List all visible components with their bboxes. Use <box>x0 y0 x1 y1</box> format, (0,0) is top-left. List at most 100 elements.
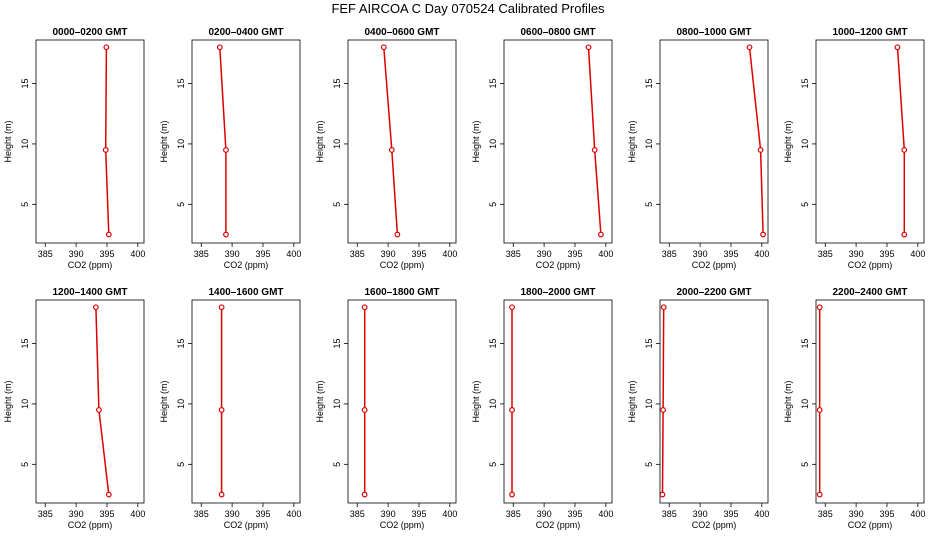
x-tick-label: 400 <box>286 249 301 259</box>
chart-panel: 1200–1400 GMT 385 390 395 400 5 10 15 CO2 (ppm) H… <box>3 287 145 530</box>
profile-point <box>591 147 598 153</box>
y-tick-label: 15 <box>488 338 498 348</box>
y-tick-label: 10 <box>332 399 342 409</box>
x-tick-label: 390 <box>849 249 864 259</box>
x-tick-label: 390 <box>381 509 396 519</box>
panel-title: 0000–0200 GMT <box>52 27 127 38</box>
x-axis-label: CO2 (ppm) <box>692 260 737 270</box>
y-tick-label: 5 <box>800 462 810 467</box>
y-tick-label: 15 <box>800 338 810 348</box>
panel-title: 1800–2000 GMT <box>520 287 595 298</box>
panel-title: 0600–0800 GMT <box>520 27 595 38</box>
plot-frame <box>815 299 925 504</box>
x-tick-label: 390 <box>849 509 864 519</box>
x-tick-label: 390 <box>69 249 84 259</box>
y-tick-label: 5 <box>20 462 30 467</box>
x-tick-label: 390 <box>693 509 708 519</box>
profile-point <box>816 304 823 311</box>
plot-frame <box>815 39 925 244</box>
x-tick-label: 395 <box>255 509 270 519</box>
profile-point <box>361 304 368 311</box>
y-tick-label: 15 <box>800 78 810 88</box>
profile-point <box>659 491 666 498</box>
plot-frame <box>659 299 769 504</box>
x-tick-label: 400 <box>754 509 769 519</box>
chart-panel: 2200–2400 GMT 385 390 395 400 5 10 15 CO2 (ppm) H… <box>783 287 925 530</box>
x-tick-label: 395 <box>99 509 114 519</box>
y-tick-label: 10 <box>800 139 810 149</box>
x-axis-label: CO2 (ppm) <box>224 520 269 530</box>
y-tick-label: 5 <box>332 462 342 467</box>
x-axis-label: CO2 (ppm) <box>692 520 737 530</box>
y-tick-label: 10 <box>20 399 30 409</box>
x-tick-label: 395 <box>567 249 582 259</box>
chart-panel: 1000–1200 GMT 385 390 395 400 5 10 15 CO2 (ppm) H… <box>783 27 925 270</box>
x-tick-label: 395 <box>723 249 738 259</box>
x-tick-label: 395 <box>99 249 114 259</box>
y-tick-label: 5 <box>332 202 342 207</box>
y-tick-label: 10 <box>488 139 498 149</box>
y-tick-label: 15 <box>20 78 30 88</box>
profile-point <box>816 407 823 413</box>
x-axis-label: CO2 (ppm) <box>848 520 893 530</box>
x-tick-label: 400 <box>130 249 145 259</box>
chart-panel: 1400–1600 GMT 385 390 395 400 5 10 15 CO2 (ppm) H… <box>159 287 301 530</box>
plot-frame <box>35 39 145 244</box>
plot-frame <box>35 299 145 504</box>
panel-title: 1600–1800 GMT <box>364 287 439 298</box>
y-tick-label: 5 <box>800 202 810 207</box>
profile-line <box>587 47 602 235</box>
chart-panel: 2000–2200 GMT 385 390 395 400 5 10 15 CO2 (ppm) H… <box>627 287 769 530</box>
profile-point <box>216 44 223 51</box>
panel-title: 1400–1600 GMT <box>208 287 283 298</box>
profile-line <box>896 47 906 235</box>
y-axis-label: Height (m) <box>315 380 325 422</box>
profile-point <box>223 231 229 238</box>
x-tick-label: 395 <box>411 509 426 519</box>
profile-point <box>105 491 112 498</box>
x-tick-label: 390 <box>693 249 708 259</box>
y-tick-label: 15 <box>644 78 654 88</box>
x-tick-label: 390 <box>69 509 84 519</box>
x-tick-label: 400 <box>598 249 613 259</box>
profile-point <box>894 44 901 51</box>
y-tick-label: 5 <box>176 462 186 467</box>
y-tick-label: 10 <box>332 139 342 149</box>
x-axis-label: CO2 (ppm) <box>68 520 113 530</box>
panel-title: 0200–0400 GMT <box>208 27 283 38</box>
y-tick-label: 15 <box>20 338 30 348</box>
y-tick-label: 5 <box>644 462 654 467</box>
y-axis-label: Height (m) <box>471 120 481 162</box>
panel-title: 0400–0600 GMT <box>364 27 439 38</box>
x-tick-label: 400 <box>910 509 925 519</box>
profile-line <box>661 307 665 495</box>
y-axis-label: Height (m) <box>471 380 481 422</box>
y-tick-label: 10 <box>644 399 654 409</box>
x-tick-label: 400 <box>910 249 925 259</box>
x-tick-label: 400 <box>286 509 301 519</box>
profile-point <box>394 231 401 238</box>
y-tick-label: 15 <box>488 78 498 88</box>
chart-panel: 1800–2000 GMT 385 390 395 400 5 10 15 CO2 (ppm) H… <box>471 287 613 530</box>
x-axis-label: CO2 (ppm) <box>380 260 425 270</box>
profile-point <box>660 304 667 311</box>
x-tick-label: 395 <box>255 249 270 259</box>
y-tick-label: 10 <box>644 139 654 149</box>
x-tick-label: 385 <box>38 249 53 259</box>
x-tick-label: 390 <box>225 249 240 259</box>
x-tick-label: 395 <box>879 509 894 519</box>
x-axis-label: CO2 (ppm) <box>68 260 113 270</box>
y-axis-label: Height (m) <box>783 380 793 422</box>
x-axis-label: CO2 (ppm) <box>848 260 893 270</box>
y-tick-label: 5 <box>20 202 30 207</box>
profile-line <box>748 47 764 235</box>
x-tick-label: 395 <box>411 249 426 259</box>
x-tick-label: 385 <box>662 509 677 519</box>
y-tick-label: 5 <box>644 202 654 207</box>
panel-title: 1200–1400 GMT <box>52 287 127 298</box>
x-tick-label: 400 <box>442 509 457 519</box>
profile-point <box>816 491 823 498</box>
y-tick-label: 10 <box>176 399 186 409</box>
profile-point <box>585 44 592 51</box>
profile-point <box>102 147 109 153</box>
